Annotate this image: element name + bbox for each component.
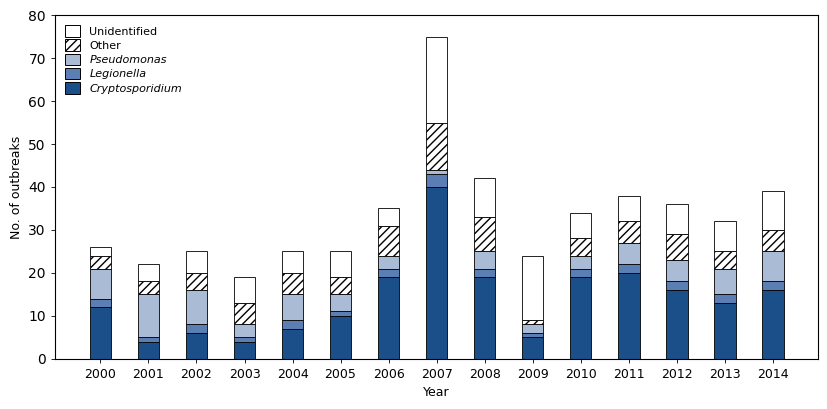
- Bar: [281, 273, 303, 294]
- Bar: [425, 170, 447, 174]
- Bar: [425, 187, 447, 359]
- Bar: [185, 333, 207, 359]
- Bar: [377, 209, 399, 226]
- Bar: [329, 277, 351, 294]
- Bar: [521, 337, 543, 359]
- Bar: [521, 333, 543, 337]
- Bar: [713, 269, 734, 294]
- Bar: [233, 324, 255, 337]
- Bar: [569, 277, 590, 359]
- Bar: [665, 260, 686, 281]
- Bar: [617, 243, 638, 264]
- Bar: [233, 342, 255, 359]
- Bar: [713, 294, 734, 303]
- Bar: [569, 238, 590, 256]
- Bar: [377, 256, 399, 269]
- Bar: [761, 290, 782, 359]
- Bar: [665, 234, 686, 260]
- Bar: [377, 226, 399, 256]
- Bar: [665, 290, 686, 359]
- Bar: [185, 290, 207, 324]
- Bar: [137, 264, 159, 281]
- Bar: [761, 281, 782, 290]
- Bar: [137, 337, 159, 342]
- Bar: [185, 324, 207, 333]
- Bar: [89, 299, 111, 307]
- Bar: [761, 252, 782, 281]
- Bar: [665, 204, 686, 234]
- Bar: [521, 320, 543, 324]
- Bar: [473, 252, 495, 269]
- X-axis label: Year: Year: [423, 386, 449, 399]
- Bar: [281, 294, 303, 320]
- Bar: [761, 191, 782, 230]
- Bar: [281, 329, 303, 359]
- Bar: [329, 252, 351, 277]
- Bar: [569, 213, 590, 238]
- Bar: [89, 307, 111, 359]
- Bar: [521, 324, 543, 333]
- Bar: [473, 277, 495, 359]
- Bar: [761, 230, 782, 252]
- Bar: [377, 269, 399, 277]
- Bar: [329, 294, 351, 312]
- Bar: [617, 221, 638, 243]
- Bar: [329, 312, 351, 316]
- Y-axis label: No. of outbreaks: No. of outbreaks: [10, 135, 22, 238]
- Bar: [185, 273, 207, 290]
- Bar: [425, 174, 447, 187]
- Bar: [137, 342, 159, 359]
- Bar: [617, 196, 638, 221]
- Bar: [713, 303, 734, 359]
- Bar: [233, 303, 255, 324]
- Bar: [521, 256, 543, 320]
- Bar: [425, 123, 447, 170]
- Legend: Unidentified, Other, Pseudomonas, Legionella, Cryptosporidium: Unidentified, Other, Pseudomonas, Legion…: [60, 21, 186, 98]
- Bar: [89, 269, 111, 299]
- Bar: [569, 269, 590, 277]
- Bar: [473, 269, 495, 277]
- Bar: [233, 277, 255, 303]
- Bar: [233, 337, 255, 342]
- Bar: [281, 320, 303, 329]
- Bar: [185, 252, 207, 273]
- Bar: [713, 221, 734, 252]
- Bar: [89, 247, 111, 256]
- Bar: [137, 294, 159, 337]
- Bar: [89, 256, 111, 269]
- Bar: [713, 252, 734, 269]
- Bar: [377, 277, 399, 359]
- Bar: [473, 217, 495, 252]
- Bar: [425, 37, 447, 123]
- Bar: [473, 178, 495, 217]
- Bar: [329, 316, 351, 359]
- Bar: [617, 273, 638, 359]
- Bar: [569, 256, 590, 269]
- Bar: [617, 264, 638, 273]
- Bar: [281, 252, 303, 273]
- Bar: [665, 281, 686, 290]
- Bar: [137, 281, 159, 294]
